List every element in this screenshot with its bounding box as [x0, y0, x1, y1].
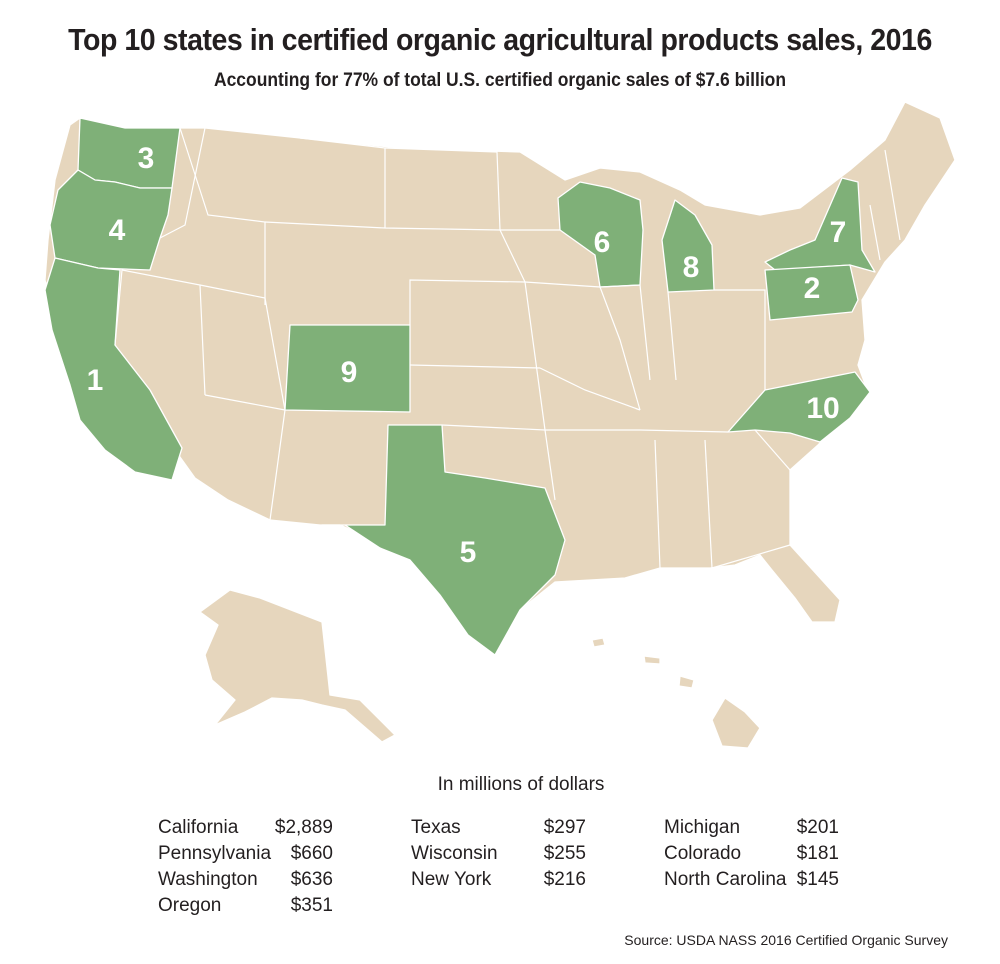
rank-label-north-carolina: 10 [806, 392, 839, 425]
state-name: Texas [411, 817, 461, 838]
sales-value: $2,889 [274, 817, 333, 838]
sales-table-col-2: Texas $297 Wisconsin $255 New York $216 [411, 817, 586, 895]
state-name: Colorado [664, 843, 742, 864]
map-title: Top 10 states in certified organic agric… [68, 22, 932, 57]
state-california [44, 257, 183, 481]
source-note: Source: USDA NASS 2016 Certified Organic… [624, 932, 948, 948]
state-texas [321, 424, 566, 656]
sales-table-col-1: California $2,889 Pennsylvania $660 Washin… [158, 817, 333, 921]
state-name: North Carolina [664, 869, 787, 890]
table-row: New York $216 [411, 869, 586, 895]
state-washington [77, 117, 181, 189]
state-name: Wisconsin [411, 843, 498, 864]
sales-value: $297 [543, 817, 586, 838]
state-alaska [199, 589, 396, 743]
map-subtitle: Accounting for 77% of total U.S. certifi… [213, 70, 787, 91]
rank-label-washington: 3 [138, 142, 155, 175]
table-row: Texas $297 [411, 817, 586, 843]
table-row: Colorado $181 [664, 843, 839, 869]
rank-label-california: 1 [87, 364, 104, 397]
rank-label-michigan: 8 [683, 251, 700, 284]
state-name: California [158, 817, 239, 838]
sales-value: $255 [543, 843, 586, 864]
table-row: North Carolina $145 [664, 869, 839, 895]
rank-label-colorado: 9 [341, 356, 358, 389]
rank-label-oregon: 4 [109, 214, 126, 247]
table-row: Pennsylvania $660 [158, 843, 333, 869]
state-hawaii [711, 697, 761, 749]
rank-label-texas: 5 [460, 536, 477, 569]
state-name: Oregon [158, 895, 222, 916]
state-name: Michigan [664, 817, 741, 838]
table-row: Washington $636 [158, 869, 333, 895]
sales-value: $181 [796, 843, 839, 864]
rank-label-pennsylvania: 2 [804, 272, 821, 305]
table-row: Michigan $201 [664, 817, 839, 843]
table-row: California $2,889 [158, 817, 333, 843]
state-wisconsin [557, 181, 644, 288]
state-name: New York [411, 869, 492, 890]
state-name: Washington [158, 869, 258, 890]
table-row: Oregon $351 [158, 895, 333, 921]
sales-table-col-3: Michigan $201 Colorado $181 North Carolina… [664, 817, 839, 895]
state-borders [114, 127, 901, 569]
table-row: Wisconsin $255 [411, 843, 586, 869]
sales-value: $636 [290, 869, 333, 890]
rank-label-new-york: 7 [830, 216, 847, 249]
sales-value: $216 [543, 869, 586, 890]
sales-value: $660 [290, 843, 333, 864]
us-map: 1 2 3 4 5 6 7 8 9 10 [44, 101, 956, 749]
state-north-carolina [727, 371, 871, 443]
state-colorado [284, 324, 411, 413]
sales-value: $201 [796, 817, 839, 838]
state-name: Pennsylvania [158, 843, 272, 864]
us-landmass [44, 101, 956, 656]
sales-value: $145 [796, 869, 839, 890]
state-pennsylvania [764, 264, 859, 321]
rank-label-wisconsin: 6 [594, 226, 611, 259]
sales-value: $351 [290, 895, 333, 916]
units-label: In millions of dollars [437, 774, 605, 795]
